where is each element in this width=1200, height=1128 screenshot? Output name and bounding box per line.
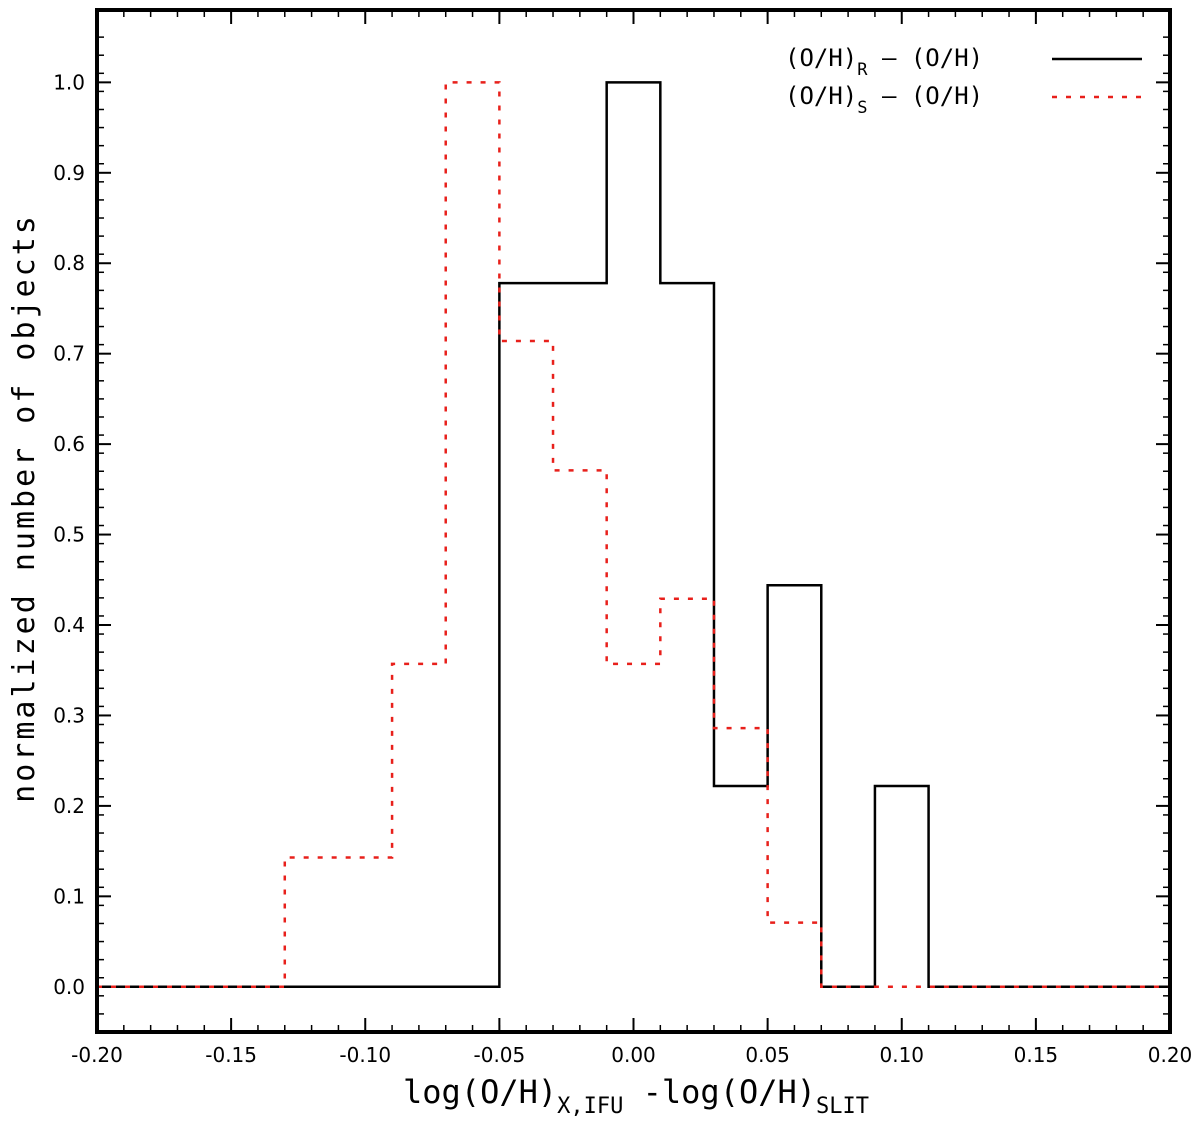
y-tick-label: 0.1 xyxy=(53,884,85,908)
legend-label-r: (O/H)R – (O/H) xyxy=(785,44,983,80)
y-tick-label: 0.4 xyxy=(53,613,85,637)
y-tick-label: 1.0 xyxy=(53,70,85,94)
y-tick-label: 0.0 xyxy=(53,975,85,999)
series-step-line-1 xyxy=(97,81,1170,989)
y-axis-label: normalized number of objects xyxy=(7,213,42,803)
x-label-sub1: X,IFU xyxy=(557,1094,623,1119)
x-tick-label: 0.05 xyxy=(745,1043,790,1067)
x-tick-label: 0.15 xyxy=(1014,1043,1059,1067)
y-tick-label: 0.9 xyxy=(53,161,85,185)
legend-entry-r: (O/H)R – (O/H) xyxy=(785,44,1142,80)
x-tick-label: -0.15 xyxy=(205,1043,257,1067)
series-layer xyxy=(97,81,1170,989)
legend-label-s: (O/H)S – (O/H) xyxy=(785,82,983,118)
y-tick-label: 0.2 xyxy=(53,794,85,818)
x-label-sub2: SLIT xyxy=(816,1094,869,1119)
x-tick-label: 0.20 xyxy=(1148,1043,1193,1067)
x-tick-label: 0.00 xyxy=(611,1043,656,1067)
series-step-line-0 xyxy=(97,81,1170,989)
y-tick-label: 0.8 xyxy=(53,251,85,275)
x-label-part2: -log(O/H) xyxy=(623,1073,816,1111)
y-tick-label: 0.3 xyxy=(53,703,85,727)
y-tick-label: 0.6 xyxy=(53,432,85,456)
y-tick-label: 0.5 xyxy=(53,523,85,547)
x-tick-label: -0.20 xyxy=(71,1043,123,1067)
plot-frame xyxy=(95,8,1172,1034)
x-label-part1: log(O/H) xyxy=(403,1073,557,1111)
x-tick-label: -0.10 xyxy=(339,1043,391,1067)
x-tick-label: 0.10 xyxy=(879,1043,924,1067)
legend: (O/H)R – (O/H) (O/H)S – (O/H) xyxy=(785,44,1142,118)
tick-marks xyxy=(96,10,1171,1033)
x-tick-label: -0.05 xyxy=(474,1043,526,1067)
legend-entry-s: (O/H)S – (O/H) xyxy=(785,82,1142,118)
x-axis-label: log(O/H)X,IFU -log(O/H)SLIT xyxy=(403,1073,869,1119)
y-tick-label: 0.7 xyxy=(53,342,85,366)
tick-labels: -0.20 -0.15 -0.10 -0.05 0.00 0.05 0.10 0.15 0.20… xyxy=(53,70,1192,1067)
